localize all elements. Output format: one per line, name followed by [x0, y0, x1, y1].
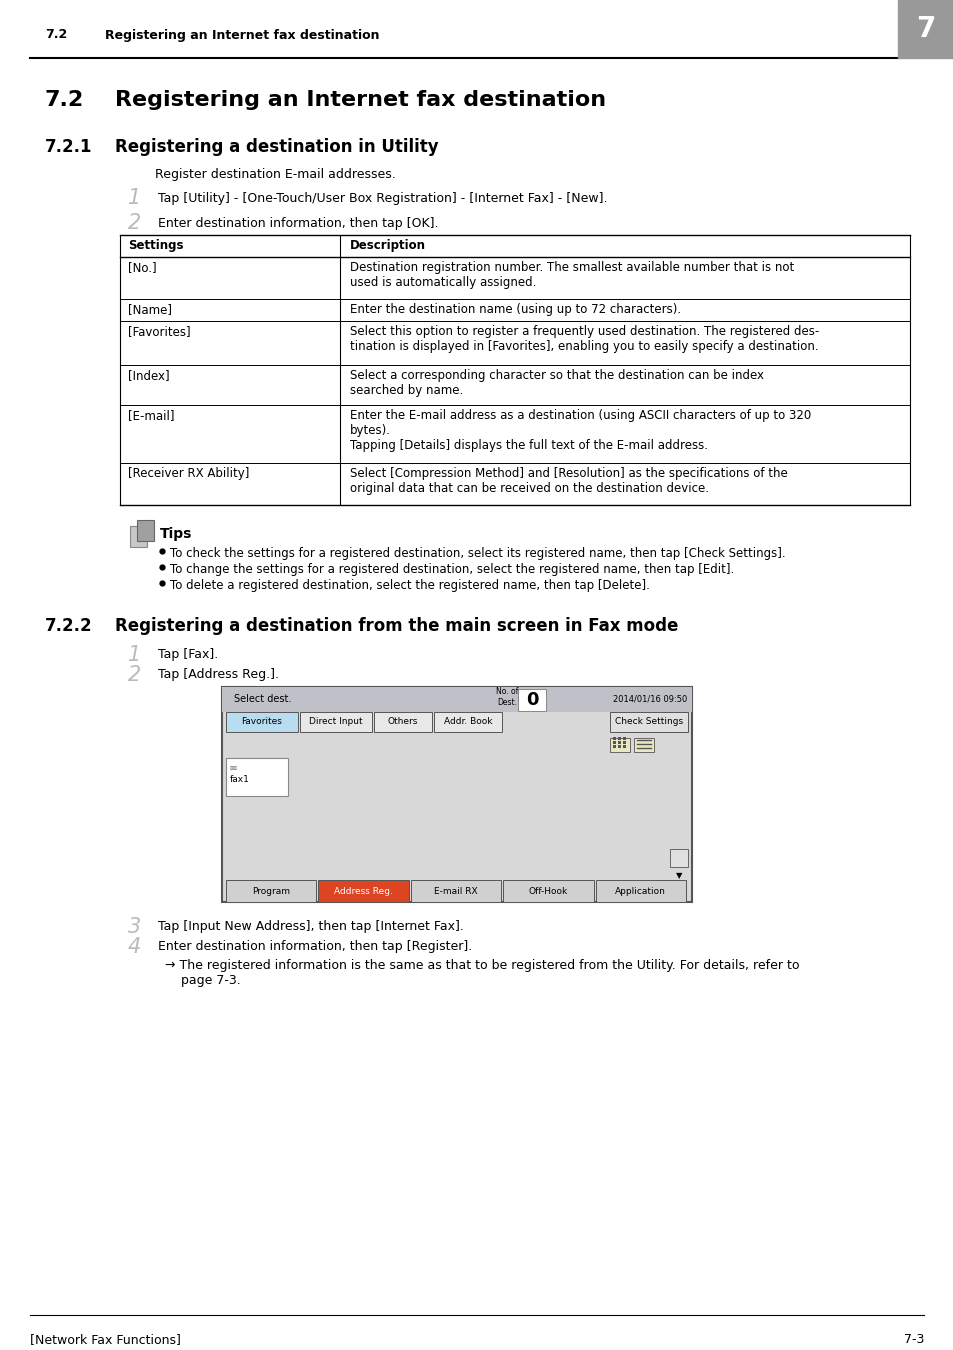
Text: Registering an Internet fax destination: Registering an Internet fax destination [115, 90, 605, 109]
Bar [613, 737, 616, 740]
Text: → The registered information is the same as that to be registered from the Utili: → The registered information is the same… [165, 958, 799, 987]
Text: Select this option to register a frequently used destination. The registered des: Select this option to register a frequen… [350, 325, 819, 352]
Text: 1: 1 [128, 188, 141, 208]
Bar [226, 757, 288, 796]
Bar [609, 738, 629, 752]
Bar [318, 880, 409, 902]
Text: Address Reg.: Address Reg. [334, 887, 393, 895]
Text: 7.2.2: 7.2.2 [45, 617, 92, 634]
Bar [226, 880, 316, 902]
Text: No. of
Dest.: No. of Dest. [496, 687, 517, 706]
Text: ▼: ▼ [675, 872, 681, 880]
Text: Check Settings: Check Settings [615, 717, 682, 726]
Text: 7.2.1: 7.2.1 [45, 138, 92, 157]
Bar [137, 520, 153, 541]
Text: Tap [Input New Address], then tap [Internet Fax].: Tap [Input New Address], then tap [Inter… [158, 919, 463, 933]
Text: 2: 2 [128, 666, 141, 684]
Bar [130, 526, 147, 547]
Text: Select dest.: Select dest. [233, 694, 291, 703]
Bar [411, 880, 500, 902]
Text: Off-Hook: Off-Hook [528, 887, 567, 895]
Text: Tap [Utility] - [One-Touch/User Box Registration] - [Internet Fax] - [New].: Tap [Utility] - [One-Touch/User Box Regi… [158, 192, 607, 205]
Bar [618, 741, 620, 744]
Bar [222, 687, 691, 902]
Text: 7: 7 [915, 15, 935, 43]
Bar [622, 745, 625, 748]
Text: Register destination E-mail addresses.: Register destination E-mail addresses. [154, 167, 395, 181]
Text: 2: 2 [128, 213, 141, 234]
Text: Description: Description [350, 239, 426, 252]
Text: Registering a destination in Utility: Registering a destination in Utility [115, 138, 438, 157]
Bar [374, 711, 432, 732]
Text: Destination registration number. The smallest available number that is not
used : Destination registration number. The sma… [350, 261, 794, 289]
Text: [Favorites]: [Favorites] [128, 325, 191, 338]
Text: Enter the destination name (using up to 72 characters).: Enter the destination name (using up to … [350, 302, 680, 316]
Text: Application: Application [615, 887, 665, 895]
Text: Addr. Book: Addr. Book [443, 717, 492, 726]
Text: ✉: ✉ [230, 764, 236, 772]
Text: Program: Program [252, 887, 290, 895]
Text: E-mail RX: E-mail RX [434, 887, 477, 895]
Bar [517, 688, 545, 711]
Text: Favorites: Favorites [241, 717, 282, 726]
Text: [Name]: [Name] [128, 302, 172, 316]
Text: To check the settings for a registered destination, select its registered name, : To check the settings for a registered d… [170, 547, 785, 560]
Bar [622, 741, 625, 744]
Text: [E-mail]: [E-mail] [128, 409, 174, 423]
Text: 2014/01/16 09:50: 2014/01/16 09:50 [612, 694, 686, 703]
Text: Direct Input: Direct Input [309, 717, 362, 726]
Text: Enter destination information, then tap [Register].: Enter destination information, then tap … [158, 940, 472, 953]
Bar [595, 880, 685, 902]
Bar [634, 738, 654, 752]
Text: 0: 0 [525, 691, 537, 709]
Text: [Index]: [Index] [128, 369, 170, 382]
Text: 7.2: 7.2 [45, 90, 84, 109]
Bar [613, 741, 616, 744]
Text: [Network Fax Functions]: [Network Fax Functions] [30, 1332, 181, 1346]
Text: Registering an Internet fax destination: Registering an Internet fax destination [105, 28, 379, 42]
Text: [Receiver RX Ability]: [Receiver RX Ability] [128, 467, 249, 481]
Text: Enter destination information, then tap [OK].: Enter destination information, then tap … [158, 217, 438, 230]
Text: [No.]: [No.] [128, 261, 156, 274]
Bar [618, 745, 620, 748]
Bar [669, 849, 687, 867]
Bar [622, 737, 625, 740]
Text: 1: 1 [128, 645, 141, 666]
Text: 7-3: 7-3 [902, 1332, 923, 1346]
Bar [226, 711, 297, 732]
Bar [613, 745, 616, 748]
Bar [502, 880, 593, 902]
Bar [897, 0, 953, 58]
Text: Tap [Address Reg.].: Tap [Address Reg.]. [158, 668, 278, 680]
Text: Select [Compression Method] and [Resolution] as the specifications of the
origin: Select [Compression Method] and [Resolut… [350, 467, 787, 495]
Bar [618, 737, 620, 740]
Text: Tap [Fax].: Tap [Fax]. [158, 648, 218, 662]
Text: 3: 3 [128, 917, 141, 937]
Text: Others: Others [388, 717, 417, 726]
Text: Tips: Tips [160, 526, 193, 541]
Text: Enter the E-mail address as a destination (using ASCII characters of up to 320
b: Enter the E-mail address as a destinatio… [350, 409, 810, 452]
Text: Select a corresponding character so that the destination can be index
searched b: Select a corresponding character so that… [350, 369, 763, 397]
Text: 4: 4 [128, 937, 141, 957]
Text: fax1: fax1 [230, 775, 250, 783]
Text: To delete a registered destination, select the registered name, then tap [Delete: To delete a registered destination, sele… [170, 579, 649, 593]
Bar [222, 687, 691, 711]
Text: To change the settings for a registered destination, select the registered name,: To change the settings for a registered … [170, 563, 734, 576]
Bar [609, 711, 687, 732]
Bar [434, 711, 501, 732]
Text: 7.2: 7.2 [45, 28, 67, 42]
Bar [299, 711, 372, 732]
Text: Settings: Settings [128, 239, 183, 252]
Text: Registering a destination from the main screen in Fax mode: Registering a destination from the main … [115, 617, 678, 634]
